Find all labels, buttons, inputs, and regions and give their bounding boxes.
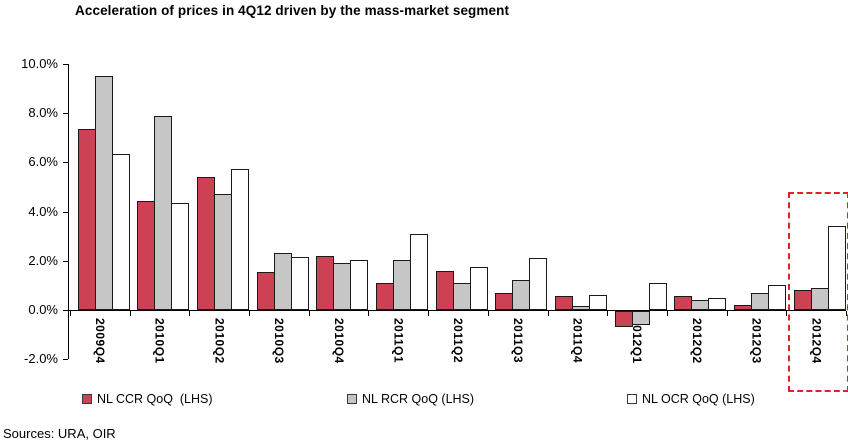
legend: NL CCR QoQ (LHS) NL RCR QoQ (LHS) NL OCR Q… — [0, 392, 848, 412]
x-axis-label: 2010Q1 — [152, 318, 167, 364]
bar — [78, 129, 96, 310]
x-axis-tick — [249, 311, 251, 316]
chart-title: Acceleration of prices in 4Q12 driven by… — [75, 3, 510, 18]
bar — [393, 259, 411, 310]
legend-swatch-icon — [627, 394, 637, 404]
y-axis-tick — [63, 211, 68, 213]
bar — [291, 257, 309, 310]
legend-item: NL OCR QoQ (LHS) — [627, 392, 755, 406]
x-axis-tick — [786, 311, 788, 316]
bar — [112, 153, 130, 310]
bar — [691, 300, 709, 310]
bar — [316, 255, 334, 310]
legend-swatch-icon — [82, 394, 92, 404]
bar — [828, 226, 846, 310]
x-axis-tick — [845, 311, 847, 316]
x-axis-label: 2012Q1 — [630, 318, 645, 364]
legend-label: NL RCR QoQ (LHS) — [362, 392, 475, 406]
bar — [529, 258, 547, 310]
bar — [197, 177, 215, 310]
bar — [95, 76, 113, 310]
highlight-box — [787, 192, 848, 392]
x-axis-tick — [70, 311, 71, 316]
x-axis-line — [68, 310, 846, 311]
bar — [214, 194, 232, 310]
sources-note: Sources: URA, OIR — [3, 426, 116, 441]
bar — [436, 270, 454, 310]
x-axis-tick — [368, 311, 370, 316]
legend-swatch-icon — [347, 394, 357, 404]
y-axis-tick — [63, 113, 68, 115]
y-axis-label: 6.0% — [28, 154, 58, 170]
bar — [410, 233, 428, 310]
legend-label: NL OCR QoQ (LHS) — [642, 392, 755, 406]
bar — [751, 292, 769, 310]
x-axis-label: 2011Q4 — [570, 318, 585, 364]
x-axis-tick — [189, 311, 191, 316]
x-axis-label: 2009Q4 — [93, 318, 107, 364]
bar — [589, 295, 607, 310]
bar — [512, 280, 530, 310]
x-axis-label: 2011Q2 — [451, 318, 466, 364]
x-axis-tick — [726, 311, 728, 316]
bar — [154, 115, 172, 310]
legend-label: NL CCR QoQ (LHS) — [97, 392, 213, 406]
x-axis-label: 2011Q1 — [391, 318, 406, 364]
bar — [333, 263, 351, 310]
bar — [674, 296, 692, 310]
y-axis-label: -2.0% — [24, 351, 58, 367]
bar — [470, 266, 488, 310]
bar — [376, 282, 394, 310]
x-axis-label: 2012Q4 — [809, 318, 824, 364]
bar — [257, 271, 275, 310]
y-axis-label: 2.0% — [28, 252, 58, 268]
legend-item: NL CCR QoQ (LHS) — [82, 392, 213, 406]
x-axis-tick — [428, 311, 430, 316]
bar — [231, 168, 249, 310]
x-axis-label: 2010Q3 — [272, 318, 287, 364]
y-axis-label: 4.0% — [28, 203, 58, 219]
bar — [708, 297, 726, 310]
bar — [453, 282, 471, 310]
bar — [137, 200, 155, 310]
bar — [615, 311, 633, 327]
y-axis-tick — [63, 162, 68, 164]
x-axis-label: 2011Q3 — [510, 318, 525, 364]
y-axis-label: 8.0% — [28, 105, 58, 121]
legend-item: NL RCR QoQ (LHS) — [347, 392, 474, 406]
x-axis-tick — [487, 311, 489, 316]
x-axis-tick — [607, 311, 609, 316]
bar — [555, 296, 573, 310]
x-axis-label: 2012Q2 — [689, 318, 704, 364]
y-axis-tick — [63, 260, 68, 262]
bar — [649, 282, 667, 310]
bar — [495, 292, 513, 310]
x-axis-label: 2012Q3 — [749, 318, 764, 364]
bar — [768, 285, 786, 310]
x-axis-label: 2010Q4 — [331, 318, 346, 364]
x-axis-tick — [666, 311, 668, 316]
y-axis-line — [68, 64, 69, 360]
y-axis-label: 10.0% — [21, 56, 58, 71]
x-axis-tick — [129, 311, 131, 316]
bar — [350, 259, 368, 310]
bar — [274, 253, 292, 310]
bar — [632, 311, 650, 325]
y-axis-label: 0.0% — [28, 302, 58, 317]
x-axis-tick — [308, 311, 310, 316]
bar — [171, 202, 189, 310]
y-axis-tick — [63, 64, 68, 65]
y-axis-tick — [63, 310, 68, 311]
x-axis-label: 2010Q2 — [212, 318, 227, 364]
x-axis-tick — [547, 311, 549, 316]
y-axis-tick — [63, 359, 68, 361]
